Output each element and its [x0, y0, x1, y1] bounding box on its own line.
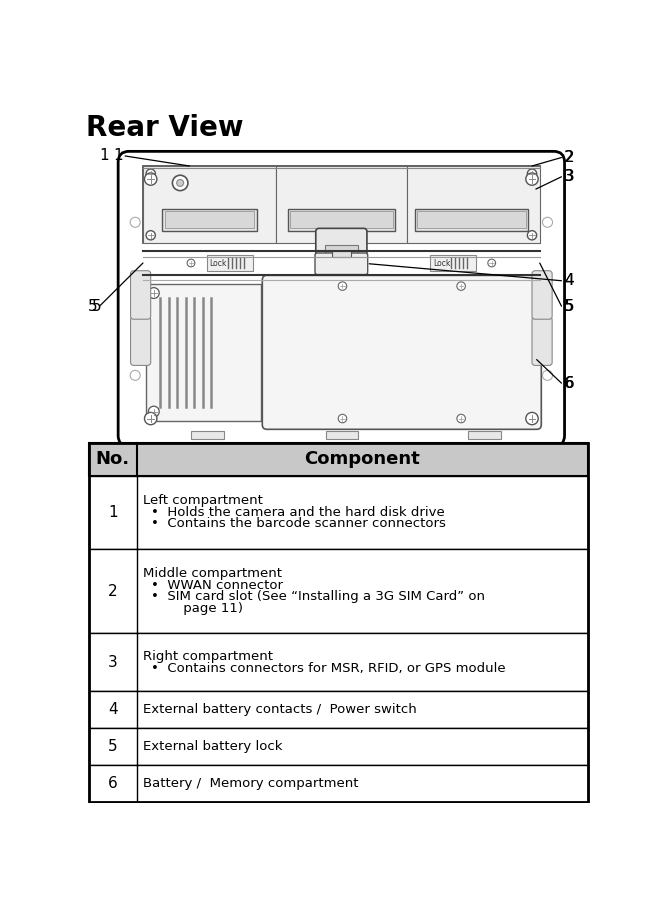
Circle shape: [146, 169, 155, 179]
Text: Middle compartment: Middle compartment: [143, 567, 282, 580]
Bar: [290, 211, 393, 228]
Text: 4: 4: [564, 273, 574, 289]
Circle shape: [172, 175, 188, 190]
Bar: [88, 691, 588, 728]
Bar: [288, 209, 395, 231]
Circle shape: [543, 217, 552, 227]
Text: 5: 5: [92, 299, 102, 314]
Bar: [146, 284, 261, 421]
Bar: [143, 166, 276, 243]
Text: •  SIM card slot (See “Installing a 3G SIM Card” on: • SIM card slot (See “Installing a 3G SI…: [150, 590, 484, 603]
Circle shape: [338, 414, 346, 423]
Circle shape: [148, 406, 159, 417]
Text: Component: Component: [304, 450, 420, 468]
Text: 2: 2: [564, 150, 574, 165]
Bar: [417, 211, 526, 228]
FancyBboxPatch shape: [131, 271, 150, 319]
FancyBboxPatch shape: [315, 228, 367, 287]
Text: •  WWAN connector: • WWAN connector: [150, 579, 282, 592]
FancyBboxPatch shape: [262, 275, 541, 429]
Circle shape: [488, 259, 496, 267]
Text: Right compartment: Right compartment: [143, 650, 273, 663]
Bar: [325, 245, 358, 276]
Text: 1: 1: [108, 504, 117, 520]
Text: 3: 3: [564, 170, 574, 184]
Text: External battery lock: External battery lock: [143, 740, 282, 753]
Bar: [88, 765, 588, 802]
Text: Lock: Lock: [210, 259, 227, 268]
Text: 5: 5: [88, 299, 97, 314]
Circle shape: [177, 179, 183, 187]
Bar: [331, 280, 352, 287]
Bar: [143, 166, 540, 243]
Text: Battery /  Memory compartment: Battery / Memory compartment: [143, 777, 358, 790]
Text: Rear View: Rear View: [86, 114, 244, 142]
Text: page 11): page 11): [162, 602, 244, 615]
Bar: [276, 166, 407, 243]
Text: 1: 1: [100, 149, 109, 163]
Circle shape: [338, 281, 346, 290]
Text: 6: 6: [564, 375, 574, 391]
FancyBboxPatch shape: [131, 317, 150, 365]
Text: 4: 4: [108, 702, 117, 717]
Text: 1: 1: [113, 149, 123, 163]
Bar: [162, 209, 257, 231]
FancyBboxPatch shape: [315, 253, 368, 274]
Text: •  Holds the camera and the hard disk drive: • Holds the camera and the hard disk dri…: [150, 506, 444, 519]
Text: 5: 5: [564, 299, 574, 314]
FancyBboxPatch shape: [532, 271, 552, 319]
Circle shape: [130, 371, 140, 381]
Bar: [88, 633, 588, 691]
Circle shape: [543, 371, 552, 381]
Bar: [191, 431, 224, 438]
Circle shape: [457, 281, 465, 290]
Text: Left compartment: Left compartment: [143, 494, 263, 507]
Bar: [430, 255, 477, 271]
Text: Lock: Lock: [433, 259, 450, 268]
Text: 5: 5: [108, 739, 117, 754]
Bar: [469, 431, 501, 438]
Circle shape: [527, 231, 537, 240]
Text: 2: 2: [564, 150, 574, 165]
Circle shape: [527, 169, 537, 179]
Bar: [414, 209, 528, 231]
Circle shape: [187, 259, 195, 267]
Bar: [88, 548, 588, 633]
Circle shape: [145, 173, 157, 185]
Text: No.: No.: [96, 450, 130, 468]
Text: •  Contains the barcode scanner connectors: • Contains the barcode scanner connector…: [150, 517, 446, 530]
Text: 6: 6: [108, 776, 117, 791]
Text: 2: 2: [108, 584, 117, 599]
Text: 6: 6: [564, 375, 574, 391]
Circle shape: [145, 412, 157, 425]
Bar: [207, 255, 253, 271]
Bar: [88, 475, 588, 548]
Text: External battery contacts /  Power switch: External battery contacts / Power switch: [143, 704, 416, 716]
Text: 3: 3: [564, 170, 574, 184]
Circle shape: [146, 231, 155, 240]
Circle shape: [526, 412, 538, 425]
Text: •  Contains connectors for MSR, RFID, or GPS module: • Contains connectors for MSR, RFID, or …: [150, 661, 506, 675]
Circle shape: [130, 217, 140, 227]
Bar: [407, 166, 540, 243]
Circle shape: [148, 288, 159, 299]
Bar: [88, 728, 588, 765]
Circle shape: [457, 414, 465, 423]
Bar: [88, 443, 588, 475]
Circle shape: [526, 173, 538, 185]
FancyBboxPatch shape: [118, 152, 564, 446]
Bar: [326, 431, 358, 438]
Bar: [332, 251, 350, 257]
Text: 5: 5: [564, 299, 574, 314]
Text: 4: 4: [564, 273, 574, 289]
Text: 3: 3: [108, 655, 117, 670]
Bar: [88, 443, 588, 802]
Bar: [164, 211, 254, 228]
FancyBboxPatch shape: [532, 317, 552, 365]
